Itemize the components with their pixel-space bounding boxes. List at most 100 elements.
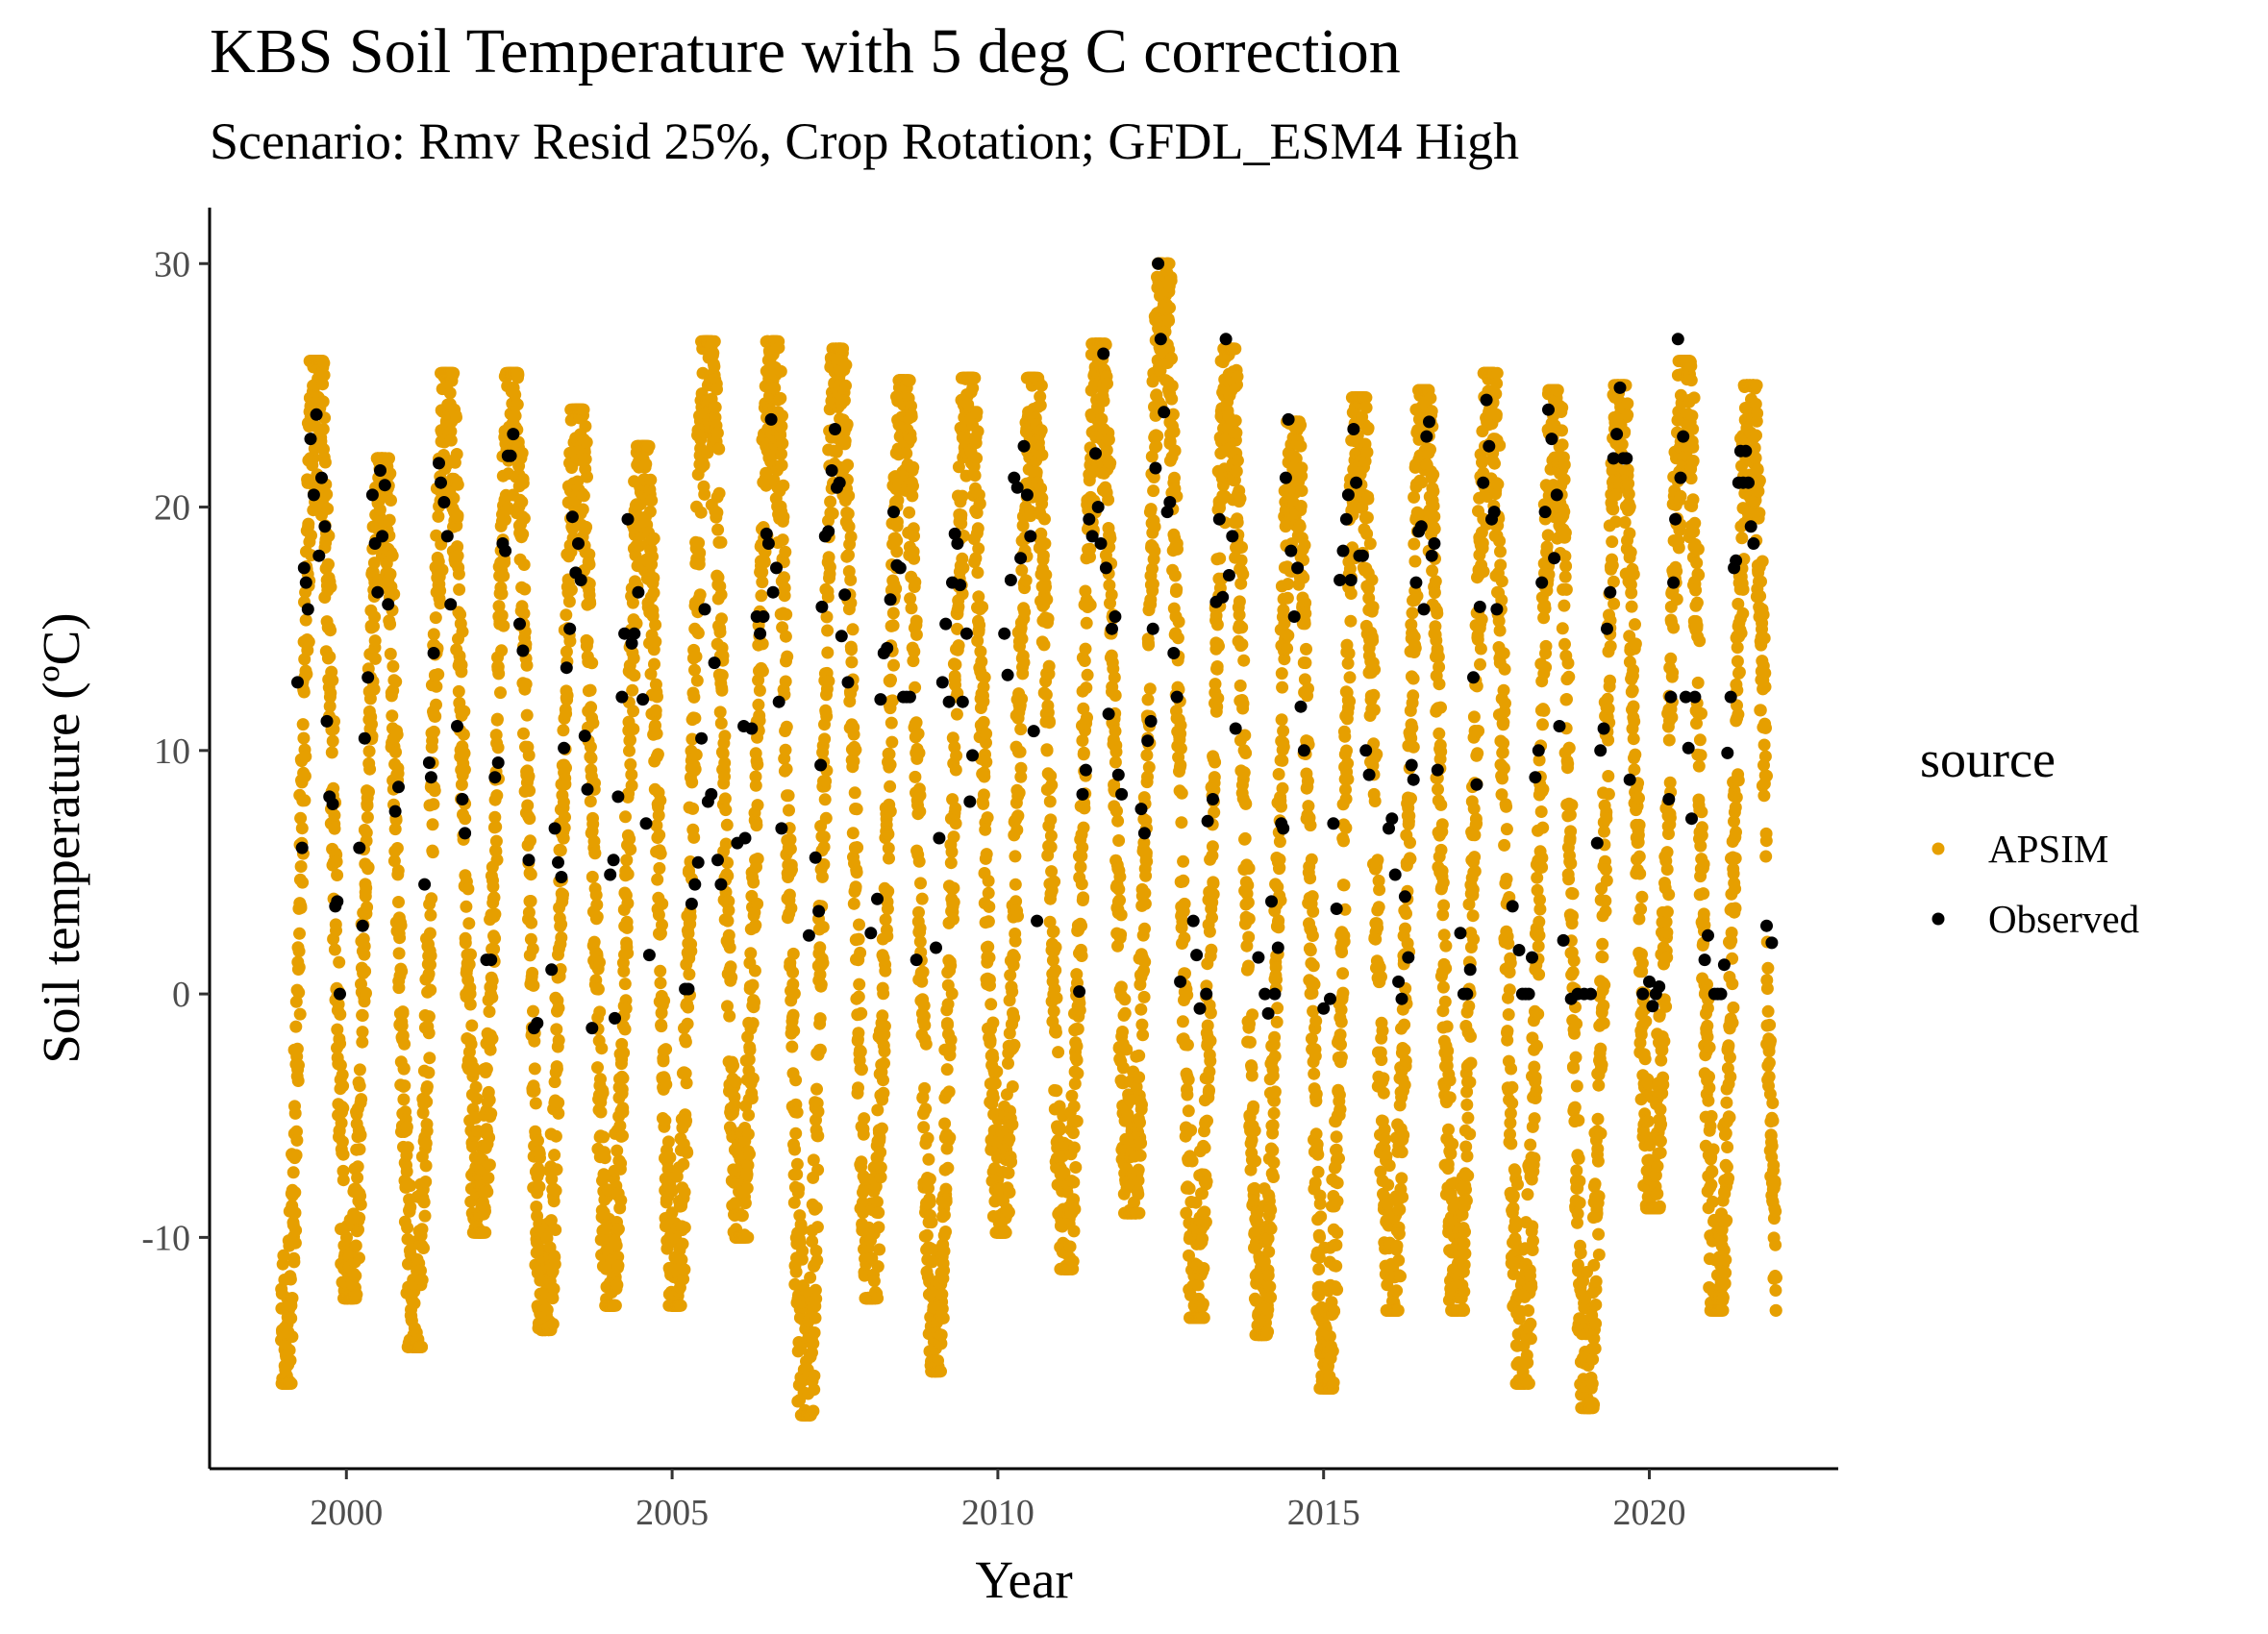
apsim-point [779,545,792,558]
apsim-point [1041,612,1055,626]
apsim-point [990,1065,1004,1078]
apsim-point [617,1046,631,1059]
apsim-point [534,1151,546,1165]
apsim-point [1080,681,1093,695]
apsim-point [809,1311,822,1325]
apsim-point [336,1135,349,1149]
apsim-point [286,1330,299,1344]
apsim-point [1037,638,1051,652]
apsim-point [947,881,960,895]
apsim-point [821,624,835,637]
apsim-point [644,473,658,486]
apsim-point [939,1195,953,1208]
apsim-point [846,827,860,840]
apsim-point [878,1056,890,1070]
apsim-point [1070,1053,1084,1067]
apsim-point [1066,1254,1080,1268]
apsim-point [328,943,341,956]
apsim-point [420,1080,434,1093]
apsim-point [619,810,632,824]
apsim-point [354,1198,367,1211]
apsim-point [751,757,764,771]
apsim-point [626,683,639,697]
apsim-point [1050,991,1063,1004]
apsim-point [593,1005,607,1019]
apsim-point [461,882,475,896]
apsim-point [1075,950,1088,962]
apsim-point [424,983,437,997]
apsim-point [874,1161,887,1175]
apsim-point [944,856,958,870]
apsim-point [1002,1166,1015,1179]
apsim-point [816,921,830,933]
apsim-point [386,549,399,562]
apsim-point [395,965,409,978]
apsim-point [885,735,899,749]
apsim-point [837,394,851,408]
apsim-point [424,958,436,972]
apsim-point [712,486,726,500]
apsim-point [687,830,701,844]
apsim-point [289,1224,303,1237]
apsim-point [1075,919,1088,932]
apsim-point [1016,667,1030,681]
apsim-point [1105,588,1118,602]
apsim-point [685,945,698,957]
apsim-point [649,618,662,631]
apsim-point [886,607,900,620]
apsim-point [685,776,699,789]
apsim-point [497,619,511,632]
apsim-point [620,921,634,934]
apsim-point [984,998,998,1011]
apsim-point [289,1149,303,1162]
apsim-point [971,522,984,535]
apsim-point [429,611,442,625]
apsim-point [819,811,833,825]
apsim-point [849,880,862,894]
apsim-point [487,942,501,955]
apsim-point [775,447,787,460]
apsim-point [294,902,308,914]
apsim-point [982,886,995,900]
apsim-point [1140,854,1154,868]
apsim-point [497,569,511,582]
apsim-point [290,1125,303,1138]
apsim-point [298,770,312,782]
apsim-point [980,848,993,861]
apsim-point [292,960,306,974]
apsim-point [458,763,471,777]
apsim-point [648,657,660,671]
apsim-point [688,762,702,776]
apsim-point [334,1037,347,1051]
apsim-point [1010,824,1024,836]
apsim-point [398,1037,411,1051]
apsim-point [722,904,735,917]
apsim-point [957,561,970,575]
apsim-point [887,658,900,672]
apsim-point [776,409,788,423]
apsim-point [454,607,467,621]
apsim-point [340,1231,353,1244]
apsim-point [1077,821,1090,834]
apsim-point [584,597,597,610]
apsim-point [384,567,397,581]
apsim-point [334,1007,347,1021]
apsim-point [318,456,332,469]
apsim-point [467,1064,481,1077]
apsim-point [495,608,509,622]
apsim-point [947,830,960,844]
apsim-point [594,1105,608,1119]
apsim-point [520,708,534,722]
apsim-point [1044,829,1058,843]
apsim-point [583,557,596,571]
apsim-point [1133,1049,1146,1062]
apsim-point [916,965,930,978]
apsim-point [486,879,500,893]
apsim-point [429,709,442,723]
apsim-point [790,1157,804,1171]
apsim-point [1034,379,1048,392]
apsim-point [850,803,863,816]
apsim-point [1015,692,1029,706]
apsim-point [288,1236,302,1250]
apsim-point [1014,761,1028,775]
